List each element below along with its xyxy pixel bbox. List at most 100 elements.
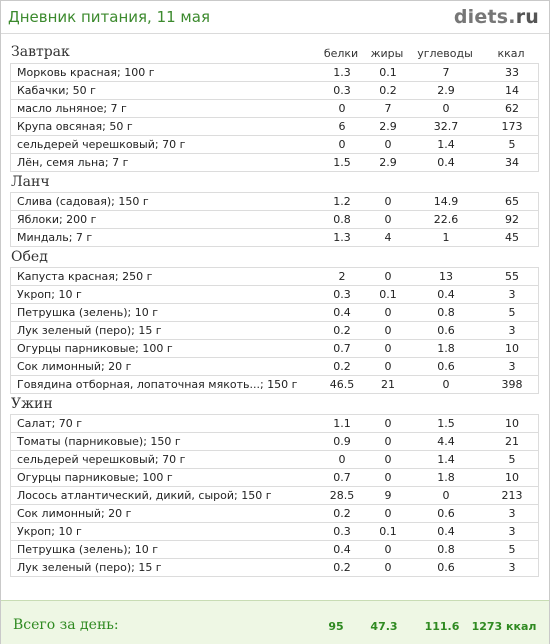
food-kcal: 5 [508, 453, 516, 466]
food-carbs: 0.8 [437, 543, 455, 556]
food-row[interactable]: Яблоки; 200 г 0.8 0 22.6 92 [10, 211, 539, 229]
food-protein: 0.3 [333, 84, 351, 97]
food-fat: 0 [384, 342, 392, 355]
food-name: Сок лимонный; 20 г [17, 507, 132, 520]
food-fat: 0 [384, 360, 392, 373]
food-kcal: 5 [508, 543, 516, 556]
food-carbs: 4.4 [437, 435, 455, 448]
food-protein: 1.3 [333, 231, 351, 244]
food-protein: 0.7 [333, 471, 351, 484]
food-row[interactable]: Салат; 70 г 1.1 0 1.5 10 [10, 414, 539, 433]
food-kcal: 34 [505, 156, 519, 169]
food-fat: 0 [384, 306, 392, 319]
column-header-kcal: ккал [497, 47, 525, 60]
food-row[interactable]: Морковь красная; 100 г 1.3 0.1 7 33 [10, 63, 539, 82]
food-protein: 0.4 [333, 306, 351, 319]
food-row[interactable]: Сок лимонный; 20 г 0.2 0 0.6 3 [10, 505, 539, 523]
food-kcal: 21 [505, 435, 519, 448]
food-name: Петрушка (зелень); 10 г [17, 543, 159, 556]
food-row[interactable]: Говядина отборная, лопаточная мякоть...;… [10, 376, 539, 394]
food-fat: 7 [384, 102, 392, 115]
meal-rows: Морковь красная; 100 г 1.3 0.1 7 33 Кабачки; … [10, 63, 539, 172]
food-kcal: 33 [505, 66, 519, 79]
food-protein: 46.5 [329, 378, 355, 391]
header: Дневник питания, 11 мая diets.ru [1, 1, 549, 33]
food-carbs: 32.7 [433, 120, 459, 133]
food-carbs: 0.4 [437, 288, 455, 301]
food-kcal: 55 [505, 270, 519, 283]
food-protein: 0.9 [333, 435, 351, 448]
meal-header: Ужин [10, 394, 539, 414]
food-kcal: 14 [505, 84, 519, 97]
food-protein: 28.5 [329, 489, 355, 502]
food-fat: 0.1 [379, 288, 397, 301]
food-carbs: 1.4 [437, 138, 455, 151]
food-row[interactable]: Укроп; 10 г 0.3 0.1 0.4 3 [10, 523, 539, 541]
food-row[interactable]: Лён, семя льна; 7 г 1.5 2.9 0.4 34 [10, 154, 539, 172]
column-header-carbs: углеводы [417, 47, 473, 60]
food-row[interactable]: Миндаль; 7 г 1.3 4 1 45 [10, 229, 539, 247]
food-name: Крупа овсяная; 50 г [17, 120, 133, 133]
food-name: Петрушка (зелень); 10 г [17, 306, 159, 319]
food-row[interactable]: сельдерей черешковый; 70 г 0 0 1.4 5 [10, 136, 539, 154]
food-row[interactable]: Слива (садовая); 150 г 1.2 0 14.9 65 [10, 192, 539, 211]
food-carbs: 14.9 [433, 195, 459, 208]
food-row[interactable]: Капуста красная; 250 г 2 0 13 55 [10, 267, 539, 286]
meal-header: Ланч [10, 172, 539, 192]
site-logo[interactable]: diets.ru [454, 6, 539, 28]
food-row[interactable]: масло льняное; 7 г 0 7 0 62 [10, 100, 539, 118]
food-carbs: 13 [439, 270, 453, 283]
food-kcal: 398 [501, 378, 523, 391]
food-row[interactable]: Сок лимонный; 20 г 0.2 0 0.6 3 [10, 358, 539, 376]
food-carbs: 0.6 [437, 507, 455, 520]
diary-table: Завтрак белки жиры углеводы ккал Морковь крас… [10, 44, 539, 577]
food-kcal: 3 [508, 324, 516, 337]
food-fat: 2.9 [379, 156, 397, 169]
food-carbs: 0.4 [437, 525, 455, 538]
food-row[interactable]: Лук зеленый (перо); 15 г 0.2 0 0.6 3 [10, 559, 539, 577]
food-row[interactable]: Лосось атлантический, дикий, сырой; 150 … [10, 487, 539, 505]
food-fat: 4 [384, 231, 392, 244]
food-name: Говядина отборная, лопаточная мякоть...;… [17, 378, 298, 391]
food-protein: 0.2 [333, 360, 351, 373]
food-protein: 2 [338, 270, 346, 283]
food-fat: 0 [384, 453, 392, 466]
totals-label: Всего за день: [13, 617, 119, 633]
food-carbs: 1.8 [437, 471, 455, 484]
food-carbs: 0.6 [437, 360, 455, 373]
food-name: Лосось атлантический, дикий, сырой; 150 … [17, 489, 272, 502]
food-fat: 21 [381, 378, 395, 391]
food-kcal: 3 [508, 288, 516, 301]
food-row[interactable]: Петрушка (зелень); 10 г 0.4 0 0.8 5 [10, 541, 539, 559]
food-row[interactable]: сельдерей черешковый; 70 г 0 0 1.4 5 [10, 451, 539, 469]
food-fat: 0 [384, 324, 392, 337]
food-row[interactable]: Лук зеленый (перо); 15 г 0.2 0 0.6 3 [10, 322, 539, 340]
total-carbs: 111.6 [424, 620, 460, 633]
food-row[interactable]: Укроп; 10 г 0.3 0.1 0.4 3 [10, 286, 539, 304]
food-carbs: 1.4 [437, 453, 455, 466]
food-row[interactable]: Огурцы парниковые; 100 г 0.7 0 1.8 10 [10, 469, 539, 487]
meal-section: Ужин Салат; 70 г 1.1 0 1.5 10 Томаты (парников… [10, 394, 539, 577]
food-fat: 0.2 [379, 84, 397, 97]
food-name: Лук зеленый (перо); 15 г [17, 324, 162, 337]
food-row[interactable]: Крупа овсяная; 50 г 6 2.9 32.7 173 [10, 118, 539, 136]
food-protein: 0 [338, 102, 346, 115]
food-name: Морковь красная; 100 г [17, 66, 155, 79]
food-protein: 1.1 [333, 417, 351, 430]
meal-title: Ланч [11, 174, 50, 190]
food-row[interactable]: Томаты (парниковые); 150 г 0.9 0 4.4 21 [10, 433, 539, 451]
food-row[interactable]: Петрушка (зелень); 10 г 0.4 0 0.8 5 [10, 304, 539, 322]
food-kcal: 3 [508, 525, 516, 538]
meal-section: Ланч Слива (садовая); 150 г 1.2 0 14.9 65 Ябло… [10, 172, 539, 247]
food-name: Лук зеленый (перо); 15 г [17, 561, 162, 574]
food-fat: 0 [384, 138, 392, 151]
food-carbs: 0.4 [437, 156, 455, 169]
food-row[interactable]: Кабачки; 50 г 0.3 0.2 2.9 14 [10, 82, 539, 100]
meal-header: Завтрак белки жиры углеводы ккал [10, 44, 539, 63]
food-carbs: 0 [442, 102, 450, 115]
food-kcal: 62 [505, 102, 519, 115]
food-carbs: 0.8 [437, 306, 455, 319]
food-row[interactable]: Огурцы парниковые; 100 г 0.7 0 1.8 10 [10, 340, 539, 358]
food-fat: 0.1 [379, 525, 397, 538]
